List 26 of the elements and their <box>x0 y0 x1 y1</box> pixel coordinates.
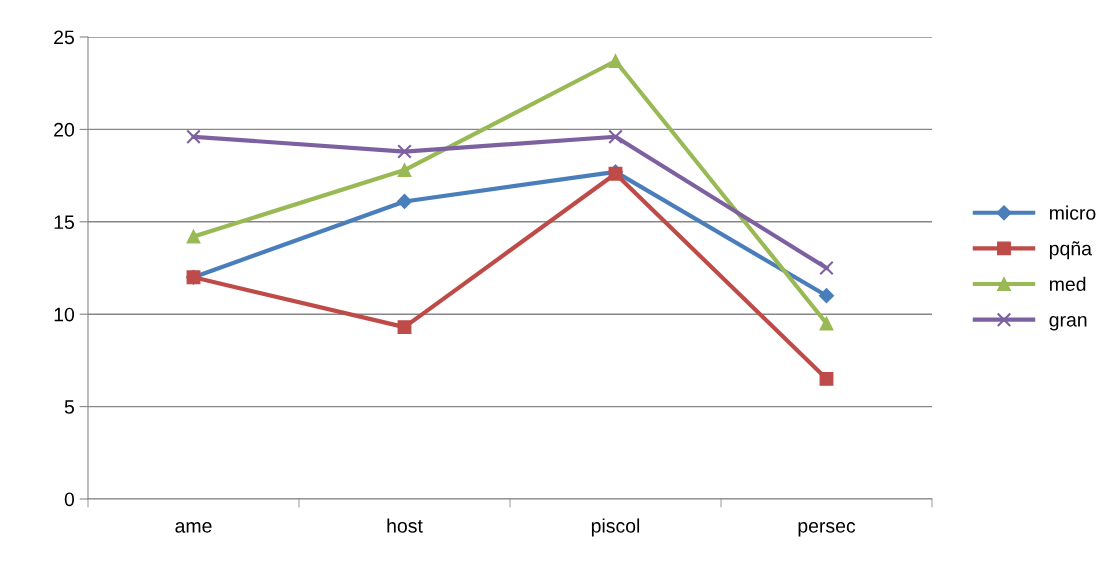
point <box>819 260 834 276</box>
legend-label: micro <box>1050 205 1096 220</box>
point <box>397 144 412 159</box>
point <box>819 371 834 386</box>
x-tick-label: piscol <box>591 518 640 537</box>
x-tick-label: persec <box>798 522 856 537</box>
point <box>819 316 834 331</box>
x-tick-label: host <box>387 518 423 533</box>
point <box>397 163 412 178</box>
y-tick-label: 5 <box>64 400 74 414</box>
y-tick-label: 20 <box>54 122 75 137</box>
y-tick-label: 25 <box>54 30 74 45</box>
y-tick-label: 10 <box>54 307 75 322</box>
point <box>608 129 623 145</box>
legend-label: med <box>1050 276 1086 292</box>
point <box>186 229 201 244</box>
legend-label: pqña <box>1049 241 1092 260</box>
legend-label: gran <box>1049 316 1087 331</box>
y-tick-label: 15 <box>54 215 74 230</box>
point <box>186 129 201 145</box>
point <box>608 54 623 68</box>
point <box>396 193 413 210</box>
y-tick-label: 0 <box>64 492 75 507</box>
point <box>818 288 835 304</box>
point <box>397 320 412 335</box>
x-tick-label: ame <box>175 522 212 533</box>
